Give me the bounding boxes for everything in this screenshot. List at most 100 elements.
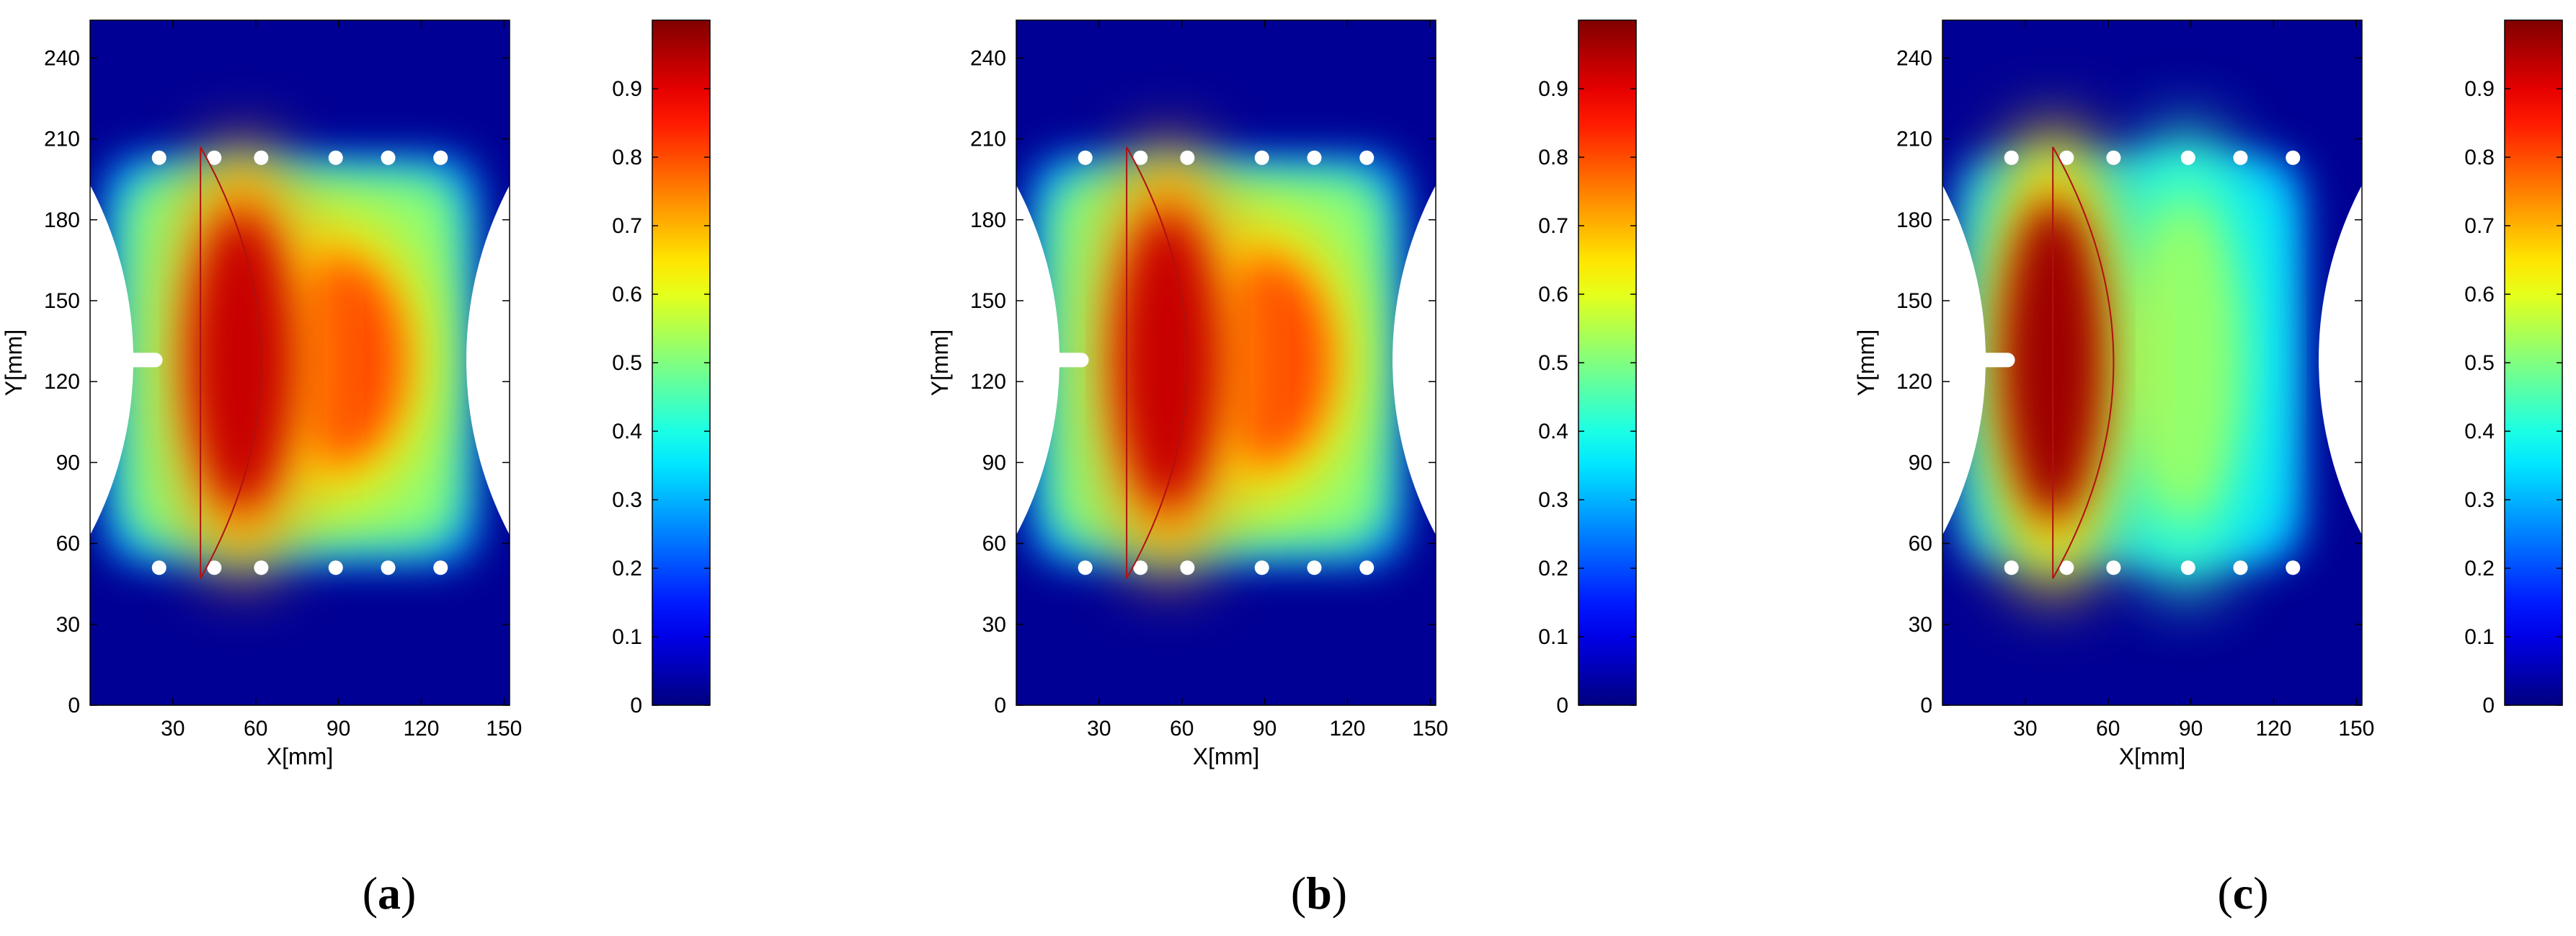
panel-caption-letter: a (378, 867, 401, 919)
panel-b: 0 30 60 90 120 150 180 210 240 30 60 90 120 150 X[mm] Y… (927, 19, 1637, 919)
colorbar: 0 0.1 0.2 0.3 0.4 0.5 0.6 0.7 0.8 0.9 (612, 19, 711, 718)
bolt-hole (1254, 150, 1269, 165)
bolt-hole (2233, 560, 2248, 575)
x-tick-label: 60 (244, 717, 267, 741)
plot-frame (1016, 19, 1436, 706)
bolt-hole (2106, 560, 2121, 575)
x-axis-label: X[mm] (1193, 743, 1259, 769)
bolt-hole (1180, 150, 1195, 165)
x-tick-label: 150 (2338, 717, 2374, 741)
colorbar: 0 0.1 0.2 0.3 0.4 0.5 0.6 0.7 0.8 0.9 (1538, 19, 1637, 718)
y-tick-label: 180 (970, 208, 1006, 232)
colorbar-tick-label: 0.2 (1538, 557, 1568, 580)
colorbar-tick-label: 0.7 (1538, 214, 1568, 238)
colorbar-tick-label: 0.1 (612, 625, 642, 649)
plot-frame (1942, 19, 2363, 706)
bolt-hole (433, 560, 448, 575)
bolt-hole (1180, 560, 1195, 575)
y-tick-label: 180 (1896, 208, 1932, 232)
y-tick-label: 60 (56, 532, 80, 556)
bolt-hole (2286, 150, 2301, 165)
x-axis-label: X[mm] (2119, 743, 2185, 769)
bolt-hole (1359, 150, 1374, 165)
y-tick-label: 120 (1896, 370, 1932, 394)
x-tick-label: 60 (1170, 717, 1194, 741)
colorbar-tick-label: 0.2 (2464, 557, 2495, 580)
y-tick-label: 150 (1896, 289, 1932, 313)
colorbar-tick-label: 0.8 (612, 146, 642, 169)
bolt-hole (207, 150, 222, 165)
plot-frame (89, 19, 510, 706)
left-cutout (1942, 185, 1986, 535)
right-cutout (1393, 185, 1436, 535)
x-tick-label: 90 (1253, 717, 1276, 741)
x-tick-label: 30 (2013, 717, 2037, 741)
panel-caption-letter: b (1306, 867, 1332, 919)
x-tick-label: 30 (1087, 717, 1111, 741)
colorbar-tick-label: 0 (1556, 694, 1568, 718)
y-tick-label: 240 (1896, 46, 1932, 70)
y-tick-label: 0 (994, 694, 1006, 718)
panel-caption: (c) (2217, 867, 2268, 919)
y-tick-label: 120 (970, 370, 1006, 394)
panel-caption-letter: c (2233, 867, 2253, 919)
x-tick-label: 120 (2255, 717, 2291, 741)
colorbar-tick-label: 0.7 (2464, 214, 2495, 238)
bolt-hole (2180, 560, 2195, 575)
y-tick-label: 0 (68, 694, 80, 718)
bolt-hole (2286, 560, 2301, 575)
bolt-hole (1359, 560, 1374, 575)
bolt-hole (328, 150, 343, 165)
y-tick-label: 210 (970, 128, 1006, 151)
colorbar-tick-label: 0.7 (612, 214, 642, 238)
bolt-hole (1254, 560, 1269, 575)
x-tick-label: 60 (2096, 717, 2120, 741)
y-axis-label: Y[mm] (1, 330, 27, 396)
y-tick-label: 30 (982, 613, 1006, 637)
bolt-hole (2233, 150, 2248, 165)
panel-a: 0 30 60 90 120 150 180 210 240 30 60 90 120 150 X[mm] Y… (1, 19, 711, 919)
hotspot (1116, 211, 1220, 509)
x-axis-label: X[mm] (267, 743, 333, 769)
y-tick-label: 60 (982, 532, 1006, 556)
right-cutout (466, 185, 510, 535)
hotspot (190, 211, 294, 509)
y-tick-label: 150 (44, 289, 80, 313)
hotspot (2133, 199, 2237, 521)
notch (1942, 353, 2015, 368)
y-tick-label: 30 (56, 613, 80, 637)
panel-caption: (a) (363, 867, 417, 919)
colorbar-tick-label: 0.4 (1538, 420, 1568, 443)
bolt-hole (151, 150, 166, 165)
y-tick-label: 90 (1909, 451, 1932, 474)
bolt-hole (1307, 150, 1322, 165)
heatmap-field (90, 20, 510, 705)
colorbar-gradient (2505, 20, 2562, 705)
colorbar: 0 0.1 0.2 0.3 0.4 0.5 0.6 0.7 0.8 0.9 (2464, 19, 2563, 718)
bolt-hole (381, 150, 396, 165)
bolt-hole (2004, 560, 2019, 575)
y-tick-label: 0 (1920, 694, 1932, 718)
y-axis-label: Y[mm] (927, 330, 953, 396)
colorbar-tick-label: 0 (630, 694, 642, 718)
y-tick-label: 60 (1909, 532, 1932, 556)
colorbar-tick-label: 0.4 (2464, 420, 2495, 443)
colorbar-tick-label: 0.5 (2464, 351, 2495, 375)
bolt-hole (207, 560, 222, 575)
x-tick-label: 120 (403, 717, 439, 741)
left-cutout (90, 185, 133, 535)
colorbar-tick-label: 0.6 (612, 283, 642, 306)
bolt-hole (433, 150, 448, 165)
bolt-hole (381, 560, 396, 575)
x-tick-label: 90 (2179, 717, 2203, 741)
colorbar-tick-label: 0.5 (612, 351, 642, 375)
colorbar-tick-label: 0.3 (612, 488, 642, 512)
panel-caption: (b) (1291, 867, 1347, 919)
bolt-hole (1078, 560, 1093, 575)
panel-c: 0 30 60 90 120 150 180 210 240 30 60 90 120 150 X[mm] Y… (1853, 19, 2563, 919)
colorbar-tick-label: 0.3 (1538, 488, 1568, 512)
colorbar-tick-label: 0.9 (612, 77, 642, 101)
colorbar-tick-label: 0.1 (1538, 625, 1568, 649)
colorbar-tick-label: 0.8 (2464, 146, 2495, 169)
